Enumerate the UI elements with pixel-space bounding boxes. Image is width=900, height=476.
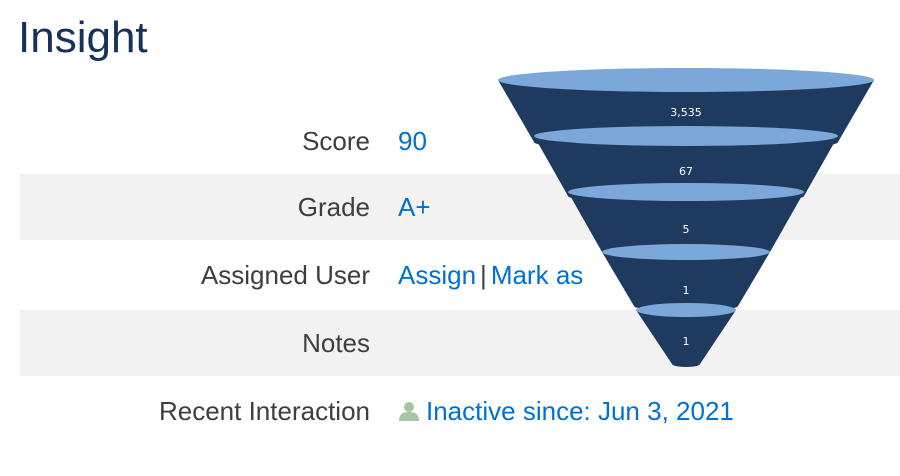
recent-interaction-row: Recent Interaction Inactive since: Jun 3… xyxy=(20,378,900,444)
score-label: Score xyxy=(302,126,370,156)
grade-value: A+ xyxy=(398,192,431,222)
person-icon xyxy=(399,402,419,421)
grade-label: Grade xyxy=(297,192,370,222)
notes-row: Notes xyxy=(20,310,900,376)
funnel-segment xyxy=(602,252,770,311)
assigned-user-label: Assigned User xyxy=(200,260,370,290)
funnel-stage: 5 xyxy=(568,183,804,259)
mark-as-link[interactable]: Mark as xyxy=(490,260,584,290)
funnel-value-label: 3,535 xyxy=(670,106,702,119)
funnel-segment xyxy=(636,310,736,367)
assigned-user-row: Assigned User Assign | Mark as xyxy=(20,242,900,308)
recent-interaction-value: Inactive since: Jun 3, 2021 xyxy=(398,378,734,444)
recent-interaction-label: Recent Interaction xyxy=(158,396,370,426)
funnel-stage: 1 xyxy=(636,303,736,367)
funnel-segment xyxy=(568,192,804,259)
recent-interaction-text: Inactive since: Jun 3, 2021 xyxy=(426,396,734,426)
link-separator: | xyxy=(480,260,487,290)
funnel-segment-top xyxy=(534,126,838,146)
assign-link[interactable]: Assign xyxy=(398,260,477,290)
score-value: 90 xyxy=(398,126,427,156)
funnel-value-label: 5 xyxy=(683,223,690,236)
score-row: Score 90 xyxy=(20,108,900,174)
assigned-user-value: Assign | Mark as xyxy=(398,242,583,308)
funnel-value-label: 1 xyxy=(683,335,690,348)
funnel-segment-top xyxy=(568,183,804,201)
funnel-value-label: 67 xyxy=(679,165,693,178)
notes-label: Notes xyxy=(302,328,370,358)
insight-title: Insight xyxy=(18,13,148,62)
funnel-value-label: 1 xyxy=(683,284,690,297)
funnel-stage: 1 xyxy=(602,244,770,311)
funnel-segment-top xyxy=(602,244,770,260)
funnel-segment-top xyxy=(498,68,874,92)
funnel-segment-top xyxy=(636,303,736,317)
